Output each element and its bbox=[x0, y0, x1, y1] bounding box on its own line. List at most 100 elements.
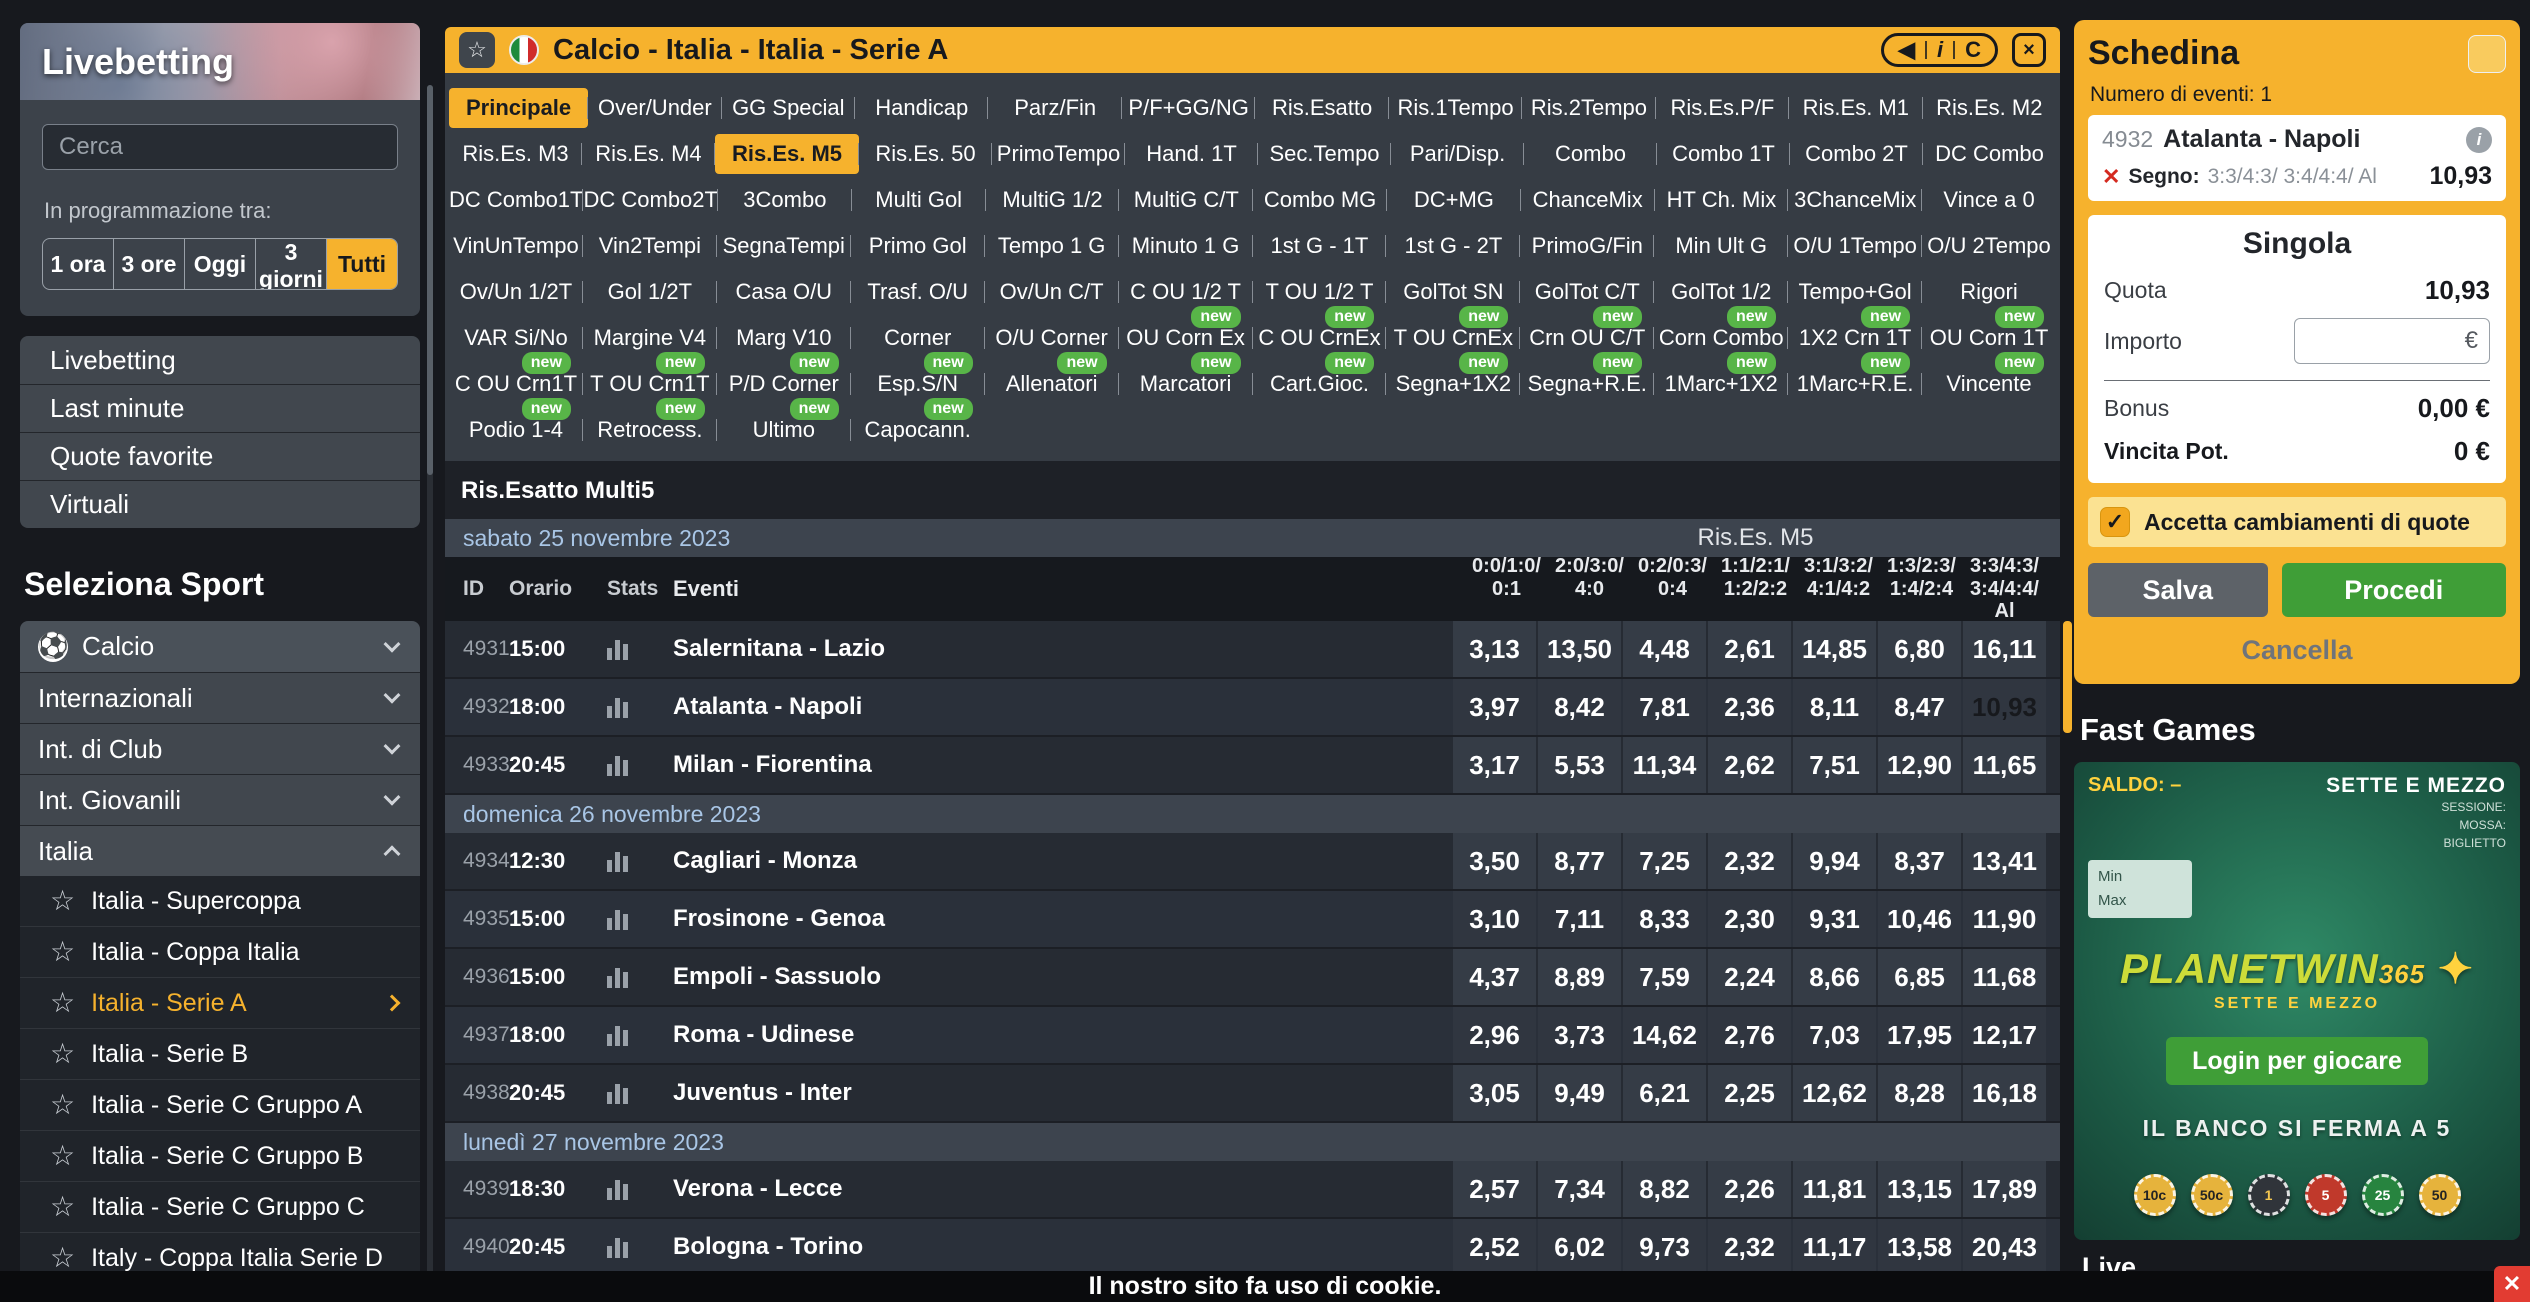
time-filter-3-ore[interactable]: 3 ore bbox=[114, 239, 185, 289]
event-name[interactable]: Bologna - Torino bbox=[673, 1233, 864, 1260]
tab-handicap[interactable]: Handicap bbox=[855, 85, 988, 131]
odd-cell[interactable]: 9,73 bbox=[1623, 1219, 1706, 1275]
tab-sec-tempo[interactable]: Sec.Tempo bbox=[1258, 131, 1391, 177]
tab-podio-1-4[interactable]: new Podio 1-4 bbox=[449, 398, 583, 453]
tab-parz-fin[interactable]: Parz/Fin bbox=[988, 85, 1121, 131]
star-icon[interactable]: ☆ bbox=[50, 1038, 76, 1069]
star-icon[interactable]: ☆ bbox=[50, 1140, 76, 1171]
odd-cell[interactable]: 13,50 bbox=[1538, 621, 1621, 677]
odd-cell[interactable]: 14,62 bbox=[1623, 1007, 1706, 1063]
tab-o-u-1tempo[interactable]: O/U 1Tempo bbox=[1788, 223, 1922, 269]
tab-t-ou-crnex[interactable]: new T OU CrnEx bbox=[1386, 306, 1520, 361]
tab-vinuntempo[interactable]: VinUnTempo bbox=[449, 223, 583, 269]
odd-cell[interactable]: 11,65 bbox=[1963, 737, 2046, 793]
odd-cell[interactable]: 7,34 bbox=[1538, 1161, 1621, 1217]
chip-25[interactable]: 25 bbox=[2361, 1174, 2404, 1216]
tab-goltot-c-t[interactable]: GolTot C/T bbox=[1520, 269, 1654, 315]
tab-dc-combo1t[interactable]: DC Combo1T bbox=[449, 177, 583, 223]
stats-chart-icon[interactable] bbox=[607, 1236, 628, 1258]
tab-primog-fin[interactable]: PrimoG/Fin bbox=[1520, 223, 1654, 269]
tab-hand-1t[interactable]: Hand. 1T bbox=[1125, 131, 1258, 177]
favorite-star-button[interactable]: ☆ bbox=[459, 32, 495, 68]
tab-1marc-1x2[interactable]: new 1Marc+1X2 bbox=[1654, 352, 1788, 407]
sidebar-item-int-di-club[interactable]: Int. di Club bbox=[20, 723, 420, 774]
tab-ou-corn-1t[interactable]: new OU Corn 1T bbox=[1922, 306, 2056, 361]
star-icon[interactable]: ☆ bbox=[50, 1242, 76, 1273]
tab-1st-g-2t[interactable]: 1st G - 2T bbox=[1386, 223, 1520, 269]
odd-cell[interactable]: 3,13 bbox=[1453, 621, 1536, 677]
odd-cell[interactable]: 2,32 bbox=[1708, 833, 1791, 889]
tab-corner[interactable]: Corner bbox=[851, 315, 985, 361]
tab-dc-mg[interactable]: DC+MG bbox=[1387, 177, 1521, 223]
tab-ris-esatto[interactable]: Ris.Esatto bbox=[1255, 85, 1388, 131]
event-name[interactable]: Frosinone - Genoa bbox=[673, 905, 886, 932]
search-input[interactable] bbox=[42, 124, 398, 170]
tab-combo-mg[interactable]: Combo MG bbox=[1253, 177, 1387, 223]
stats-chart-icon[interactable] bbox=[607, 966, 628, 988]
odd-cell[interactable]: 3,17 bbox=[1453, 737, 1536, 793]
tab-1x2-crn-1t[interactable]: new 1X2 Crn 1T bbox=[1788, 306, 1922, 361]
odd-cell[interactable]: 2,26 bbox=[1708, 1161, 1791, 1217]
tab-1marc-r-e[interactable]: new 1Marc+R.E. bbox=[1788, 352, 1922, 407]
star-icon[interactable]: ☆ bbox=[50, 987, 76, 1018]
sidebar-item-italia-serie-c-gruppo-a[interactable]: ☆ Italia - Serie C Gruppo A bbox=[20, 1080, 420, 1131]
tab-over-under[interactable]: Over/Under bbox=[588, 85, 721, 131]
tab-corn-combo[interactable]: new Corn Combo bbox=[1654, 306, 1788, 361]
odd-cell[interactable]: 3,50 bbox=[1453, 833, 1536, 889]
odd-cell[interactable]: 8,82 bbox=[1623, 1161, 1706, 1217]
odd-cell[interactable]: 2,52 bbox=[1453, 1219, 1536, 1275]
odd-cell[interactable]: 11,17 bbox=[1793, 1219, 1876, 1275]
sidebar-item-internazionali[interactable]: Internazionali bbox=[20, 672, 420, 723]
odd-cell[interactable]: 6,80 bbox=[1878, 621, 1961, 677]
tab-3chancemix[interactable]: 3ChanceMix bbox=[1788, 177, 1922, 223]
odd-cell[interactable]: 8,42 bbox=[1538, 679, 1621, 735]
betslip-minimize-button[interactable] bbox=[2468, 34, 2506, 73]
tab-cart-gioc[interactable]: new Cart.Gioc. bbox=[1253, 352, 1387, 407]
tab-segna-r-e[interactable]: new Segna+R.E. bbox=[1520, 352, 1654, 407]
sidebar-item-italia[interactable]: Italia bbox=[20, 825, 420, 876]
tab-o-u-corner[interactable]: O/U Corner bbox=[985, 315, 1119, 361]
tab-p-f-gg-ng[interactable]: P/F+GG/NG bbox=[1122, 85, 1255, 131]
tab-c-ou-1-2-t[interactable]: C OU 1/2 T bbox=[1119, 269, 1253, 315]
cancel-button[interactable]: Cancella bbox=[2241, 635, 2353, 665]
chip-50[interactable]: 50 bbox=[2418, 1174, 2461, 1216]
tab-gg-special[interactable]: GG Special bbox=[722, 85, 855, 131]
odd-cell[interactable]: 4,48 bbox=[1623, 621, 1706, 677]
sidebar-scrollbar-thumb[interactable] bbox=[427, 85, 433, 475]
tab-multi-gol[interactable]: Multi Gol bbox=[852, 177, 986, 223]
odd-cell[interactable]: 2,30 bbox=[1708, 891, 1791, 947]
odd-cell[interactable]: 13,58 bbox=[1878, 1219, 1961, 1275]
tab-c-ou-crnex[interactable]: new C OU CrnEx bbox=[1253, 306, 1387, 361]
tab-minuto-1-g[interactable]: Minuto 1 G bbox=[1119, 223, 1253, 269]
tab-var-si-no[interactable]: VAR Si/No bbox=[449, 315, 583, 361]
tab-tempo-gol[interactable]: Tempo+Gol bbox=[1788, 269, 1922, 315]
odd-cell[interactable]: 2,61 bbox=[1708, 621, 1791, 677]
odd-cell[interactable]: 8,33 bbox=[1623, 891, 1706, 947]
info-icon[interactable]: i bbox=[1936, 37, 1944, 62]
tab-ris-es-m2[interactable]: Ris.Es. M2 bbox=[1923, 85, 2056, 131]
odd-cell[interactable]: 17,89 bbox=[1963, 1161, 2046, 1217]
tab-multig-1-2[interactable]: MultiG 1/2 bbox=[986, 177, 1120, 223]
odd-cell[interactable]: 8,28 bbox=[1878, 1065, 1961, 1121]
odd-cell[interactable]: 12,90 bbox=[1878, 737, 1961, 793]
odd-cell[interactable]: 3,05 bbox=[1453, 1065, 1536, 1121]
odd-cell[interactable]: 7,25 bbox=[1623, 833, 1706, 889]
sidebar-item-virtuali[interactable]: Virtuali bbox=[20, 480, 420, 528]
event-name[interactable]: Roma - Udinese bbox=[673, 1021, 855, 1048]
odd-cell[interactable]: 2,24 bbox=[1708, 949, 1791, 1005]
tab-tempo-1-g[interactable]: Tempo 1 G bbox=[985, 223, 1119, 269]
odd-cell[interactable]: 10,46 bbox=[1878, 891, 1961, 947]
odd-cell[interactable]: 5,53 bbox=[1538, 737, 1621, 793]
odd-cell[interactable]: 6,21 bbox=[1623, 1065, 1706, 1121]
tab-pari-disp[interactable]: Pari/Disp. bbox=[1391, 131, 1524, 177]
sidebar-item-livebetting[interactable]: Livebetting bbox=[50, 344, 176, 375]
tab-p-d-corner[interactable]: new P/D Corner bbox=[717, 352, 851, 407]
tab-gol-1-2t[interactable]: Gol 1/2T bbox=[583, 269, 717, 315]
tab-combo[interactable]: Combo bbox=[1524, 131, 1657, 177]
odd-cell[interactable]: 13,15 bbox=[1878, 1161, 1961, 1217]
odd-cell[interactable]: 11,90 bbox=[1963, 891, 2046, 947]
tab-trasf-o-u[interactable]: Trasf. O/U bbox=[851, 269, 985, 315]
table-scrollbar-thumb[interactable] bbox=[2063, 621, 2072, 733]
sidebar-item-italia-serie-a[interactable]: ☆ Italia - Serie A bbox=[20, 978, 420, 1029]
odd-cell[interactable]: 10,93 bbox=[1963, 679, 2046, 735]
